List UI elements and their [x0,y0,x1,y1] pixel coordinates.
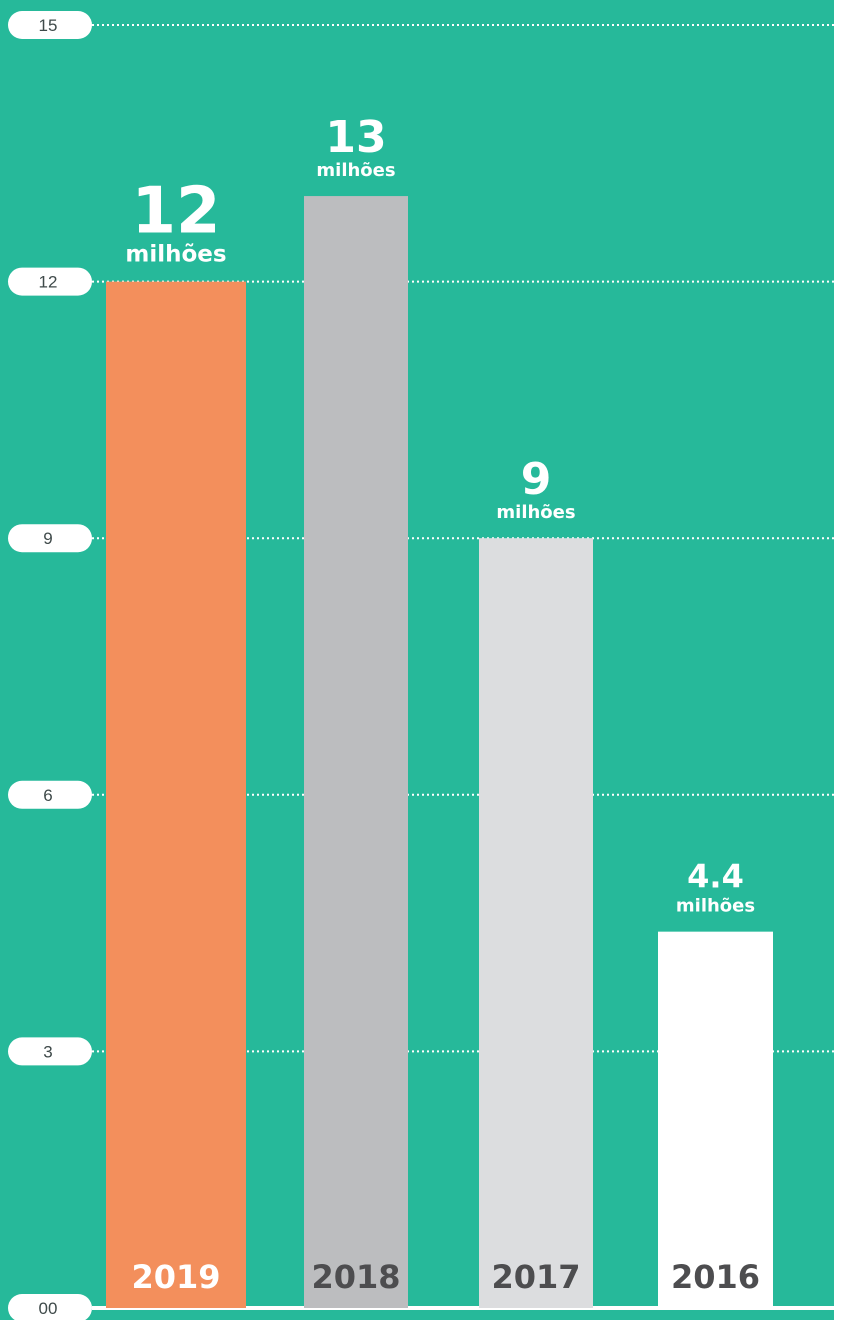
unit-label: milhões [496,502,575,523]
category-label-2017: 2017 [491,1258,580,1296]
unit-label: milhões [125,242,226,268]
ytick-label: 12 [39,273,58,292]
ytick-label: 6 [43,786,52,805]
ytick-pill-6 [8,780,92,809]
value-label-2018: 13 [325,112,386,163]
value-label-2019: 12 [131,175,220,249]
ytick-pill-12 [8,267,92,296]
ytick-pill-0 [8,1294,92,1320]
ytick-label: 3 [43,1042,52,1061]
category-label-2016: 2016 [671,1258,760,1296]
bars [106,196,773,1309]
bar-2018 [304,196,408,1309]
gridlines: 00 3 6 9 12 15 [8,11,834,1320]
ytick-label: 15 [39,16,58,35]
value-label-2016: 4.4 [687,858,744,896]
bar-2016 [658,931,773,1308]
bar-2019 [106,281,246,1309]
ytick-pill-3 [8,1037,92,1066]
value-labels: 201912milhões201813milhões20179milhões20… [125,112,760,1296]
category-label-2019: 2019 [131,1258,220,1296]
value-label-2017: 9 [521,454,552,505]
ytick-label: 00 [39,1299,58,1318]
ytick-pill-9 [8,524,92,553]
unit-label: milhões [316,160,395,181]
bar-2017 [479,538,593,1308]
category-label-2018: 2018 [311,1258,400,1296]
ytick-pill-15 [8,11,92,39]
ytick-label: 9 [43,529,52,548]
unit-label: milhões [676,896,755,917]
